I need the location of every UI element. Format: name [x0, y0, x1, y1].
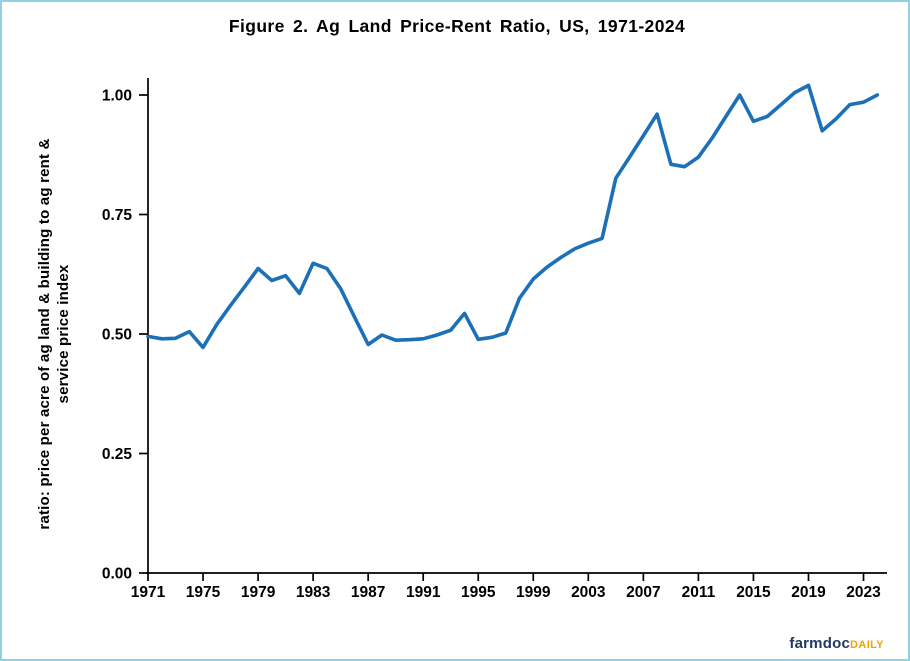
svg-text:2023: 2023	[846, 584, 881, 601]
svg-text:0.25: 0.25	[102, 446, 133, 463]
svg-text:1979: 1979	[241, 584, 276, 601]
svg-text:2011: 2011	[682, 584, 716, 601]
farmdoc-daily-logo: farmdocDAILY	[789, 635, 884, 653]
svg-text:1995: 1995	[461, 584, 496, 601]
svg-text:0.75: 0.75	[102, 207, 133, 224]
svg-text:1975: 1975	[186, 584, 221, 601]
chart-title: Figure 2. Ag Land Price-Rent Ratio, US, …	[228, 16, 686, 36]
svg-text:1983: 1983	[296, 584, 331, 601]
svg-text:2007: 2007	[626, 584, 660, 601]
svg-text:1987: 1987	[351, 584, 385, 601]
svg-text:0.50: 0.50	[102, 327, 132, 344]
svg-text:1971: 1971	[131, 584, 166, 601]
svg-text:2003: 2003	[571, 584, 606, 601]
svg-text:2019: 2019	[791, 584, 826, 601]
svg-text:2015: 2015	[736, 584, 771, 601]
daily-suffix-text: DAILY	[850, 639, 884, 651]
svg-text:0.00: 0.00	[102, 566, 132, 583]
svg-text:1.00: 1.00	[102, 88, 132, 105]
farmdoc-brand-text: farmdoc	[789, 635, 850, 652]
svg-text:1991: 1991	[406, 584, 441, 601]
svg-text:1999: 1999	[516, 584, 551, 601]
